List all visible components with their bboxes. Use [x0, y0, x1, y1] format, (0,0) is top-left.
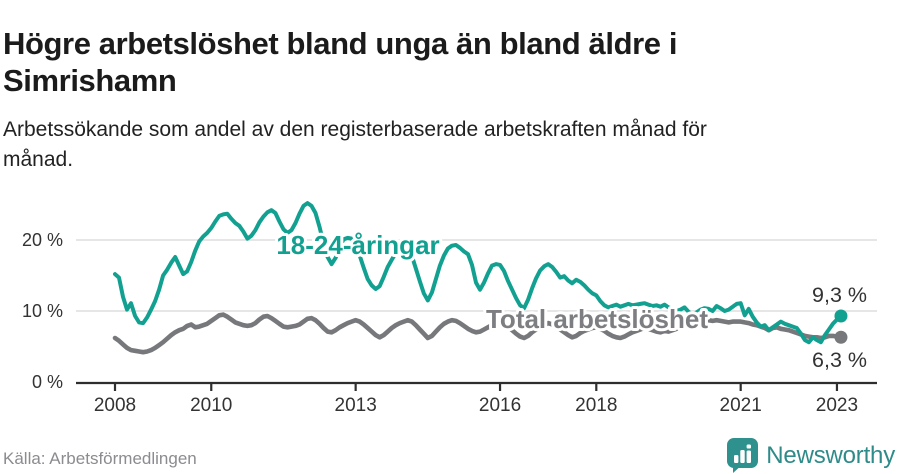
x-tick-label-2023: 2023 [816, 395, 858, 416]
newsworthy-bars-icon [727, 438, 759, 473]
y-tick-label-10: 10 % [22, 301, 63, 321]
y-tick-label-20: 20 % [22, 230, 63, 250]
series-label-18-24: 18-24-åringar [276, 230, 439, 260]
page-title: Högre arbetslöshet bland unga än bland ä… [3, 25, 883, 99]
end-value-label-18-24: 9,3 % [812, 283, 867, 307]
x-tick-label-2021: 2021 [720, 395, 762, 416]
x-tick-label-2013: 2013 [335, 395, 377, 416]
series-label-total: Total arbetslöshet [486, 304, 708, 334]
chart-line-18-24 [113, 201, 843, 345]
x-tick-label-2010: 2010 [190, 395, 232, 416]
x-tick-label-2018: 2018 [575, 395, 617, 416]
newsworthy-logo[interactable]: Newsworthy [726, 437, 895, 474]
chart-line-total [112, 312, 844, 355]
source-note: Källa: Arbetsförmedlingen [3, 449, 197, 468]
x-tick-label-2008: 2008 [94, 395, 136, 416]
chart-subtitle-line1: Arbetssökande som andel av den registerb… [3, 118, 707, 141]
page-title-line2: Simrishamn [3, 62, 177, 98]
end-dot-total [834, 330, 848, 344]
end-dot-18-24 [834, 309, 848, 323]
chart-subtitle: Arbetssökande som andel av den registerb… [3, 115, 883, 175]
page-title-line1: Högre arbetslöshet bland unga än bland ä… [3, 25, 678, 61]
x-tick-label-2016: 2016 [479, 395, 521, 416]
newsworthy-wordmark: Newsworthy [766, 441, 895, 469]
y-tick-label-0: 0 % [32, 372, 63, 392]
chart-subtitle-line2: månad. [3, 148, 74, 171]
end-value-label-total: 6,3 % [812, 348, 867, 372]
